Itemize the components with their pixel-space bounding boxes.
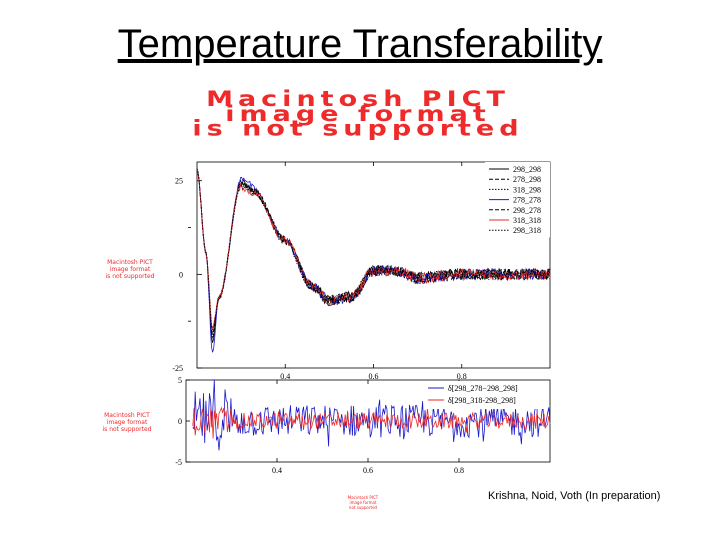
y-tick-label: -25 [172,364,183,373]
pict-line: is not supported [105,273,155,280]
pict-line: is not supported [192,116,524,142]
slide-title: Temperature Transferability [117,22,603,66]
series-line-δ[298_318-298_298] [192,406,551,439]
pict-line: image format [349,500,377,505]
bottom-difference-plot: 5 0 -5 0.4 0.6 0.8 δ[298_278−298_298] δ[298_318… [175,376,551,475]
series-line-298_318 [196,168,551,331]
y-tick-label: -5 [175,458,182,467]
legend-label: δ[298_278−298_298] [448,384,518,393]
legend-label: 318_318 [513,216,541,225]
legend-box [424,381,546,409]
pict-line: Macintosh PICT [107,259,153,266]
x-tick-label: 0.6 [363,466,373,475]
pict-line: image format [225,102,491,127]
y-tick-label: 0 [178,417,182,426]
legend-label: 278_298 [513,175,541,184]
pict-line: Macintosh PICT [104,412,150,419]
legend-label: 298_298 [513,165,541,174]
legend-label: 318_298 [513,185,541,194]
pict-placeholder-left-bottom: Macintosh PICT image format is not suppo… [92,412,162,433]
citation-caption: Krishna, Noid, Voth (In preparation) [488,490,661,502]
pict-placeholder-footer: Macintosh PICT image format not supporte… [346,495,380,510]
y-tick-label: 25 [175,177,183,186]
pict-placeholder-large: Macintosh PICT image format is not suppo… [108,87,608,142]
pict-line: Macintosh PICT [206,87,510,112]
pict-line: image format [109,266,151,273]
y-tick-label: 0 [179,270,183,279]
x-tick-label: 0.8 [454,466,464,475]
y-tick-label: 5 [178,376,182,385]
x-tick-label: 0.4 [280,372,290,381]
x-tick-label: 0.4 [272,466,282,475]
pict-line: Macintosh PICT [347,495,379,500]
legend-label: δ[298_318-298_298] [448,396,516,405]
pict-line: is not supported [102,426,152,433]
legend-label: 278_278 [513,196,541,205]
x-tick-label: 0.8 [457,372,467,381]
legend-label: 298_318 [513,226,541,235]
legend-label: 298_278 [513,206,541,215]
pict-placeholder-left-top: Macintosh PICT image format is not suppo… [100,259,160,280]
x-tick-label: 0.6 [369,372,379,381]
pict-line: image format [106,419,148,426]
pict-line: not supported [348,505,378,510]
